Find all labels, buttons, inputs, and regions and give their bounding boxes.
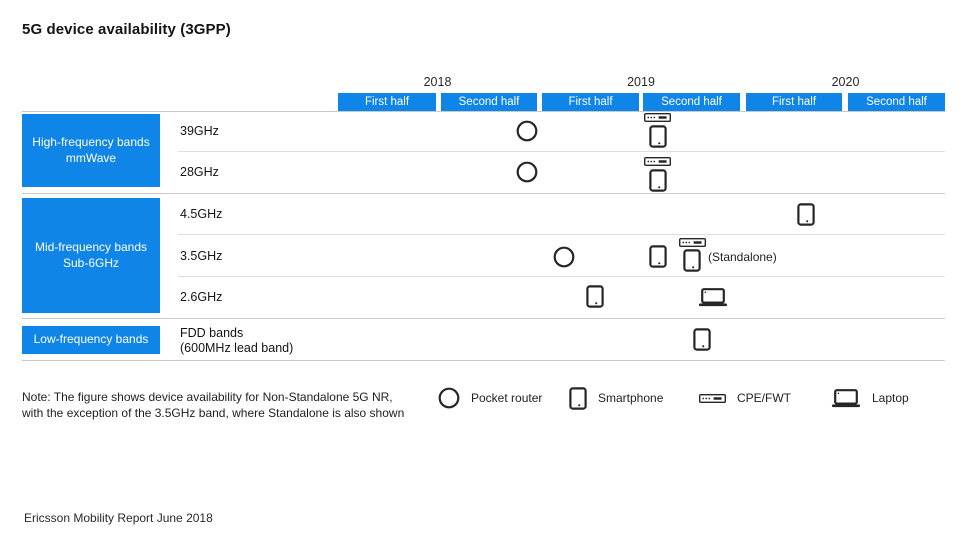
year-label-2019: 2019 [627,75,655,89]
cpe-fwt-icon [643,112,672,122]
cpe-fwt-icon [678,237,707,247]
legend-label: Laptop [872,391,909,405]
band-box-mid-frequency: Mid-frequency bands Sub-6GHz [22,198,160,313]
smartphone-icon [683,249,701,272]
legend-item-smartphone: Smartphone [569,386,663,410]
grid-line-band1-band2 [22,193,945,195]
smartphone-icon [569,386,587,410]
source-text: Ericsson Mobility Report June 2018 [24,511,213,525]
pocket-router-icon [553,246,575,268]
grid-line-band2-band3 [22,318,945,320]
cpe-fwt-icon [643,156,672,166]
year-label-2020: 2020 [831,75,860,89]
row-label-fdd: FDD bands (600MHz lead band) [180,326,294,355]
row-label-35ghz: 3.5GHz [180,249,223,263]
figure-note: Note: The figure shows device availabili… [22,390,405,420]
header-cell-2018-h2: Second half [441,93,537,111]
smartphone-icon [693,328,711,351]
smartphone-icon [649,125,667,148]
header-cell-2020-h1: First half [746,93,842,111]
header-cell-2020-h2: Second half [848,93,945,111]
pocket-router-icon [516,120,538,142]
standalone-annotation: (Standalone) [708,250,777,264]
legend-item-laptop: Laptop [831,386,909,410]
smartphone-icon [649,245,667,268]
grid-line-45-35 [178,234,945,236]
header-cell-2018-h1: First half [338,93,436,111]
laptop-icon [831,388,861,408]
legend-item-pocket-router: Pocket router [438,386,542,410]
row-label-39ghz: 39GHz [180,124,219,138]
row-label-45ghz: 4.5GHz [180,207,223,221]
smartphone-icon [586,285,604,308]
legend-label: Smartphone [598,391,664,405]
smartphone-icon [797,203,815,226]
legend-label: CPE/FWT [737,391,791,405]
header-cell-2019-h1: First half [542,93,639,111]
pocket-router-icon [438,387,460,409]
figure-title: 5G device availability (3GPP) [22,21,231,38]
legend-label: Pocket router [471,391,543,405]
header-cell-2019-h2: Second half [643,93,740,111]
row-label-26ghz: 2.6GHz [180,290,223,304]
grid-line-39-28 [178,151,945,153]
pocket-router-icon [516,161,538,183]
grid-line-bottom [22,360,945,362]
cpe-fwt-icon [698,393,727,403]
legend-item-cpe-fwt: CPE/FWT [698,386,791,410]
grid-line-top [22,111,945,113]
band-box-low-frequency: Low-frequency bands [22,326,160,354]
row-label-28ghz: 28GHz [180,165,219,179]
grid-line-35-26 [178,276,945,278]
band-box-high-frequency: High-frequency bands mmWave [22,114,160,187]
laptop-icon [698,288,728,307]
smartphone-icon [649,169,667,192]
year-label-2018: 2018 [423,75,452,89]
